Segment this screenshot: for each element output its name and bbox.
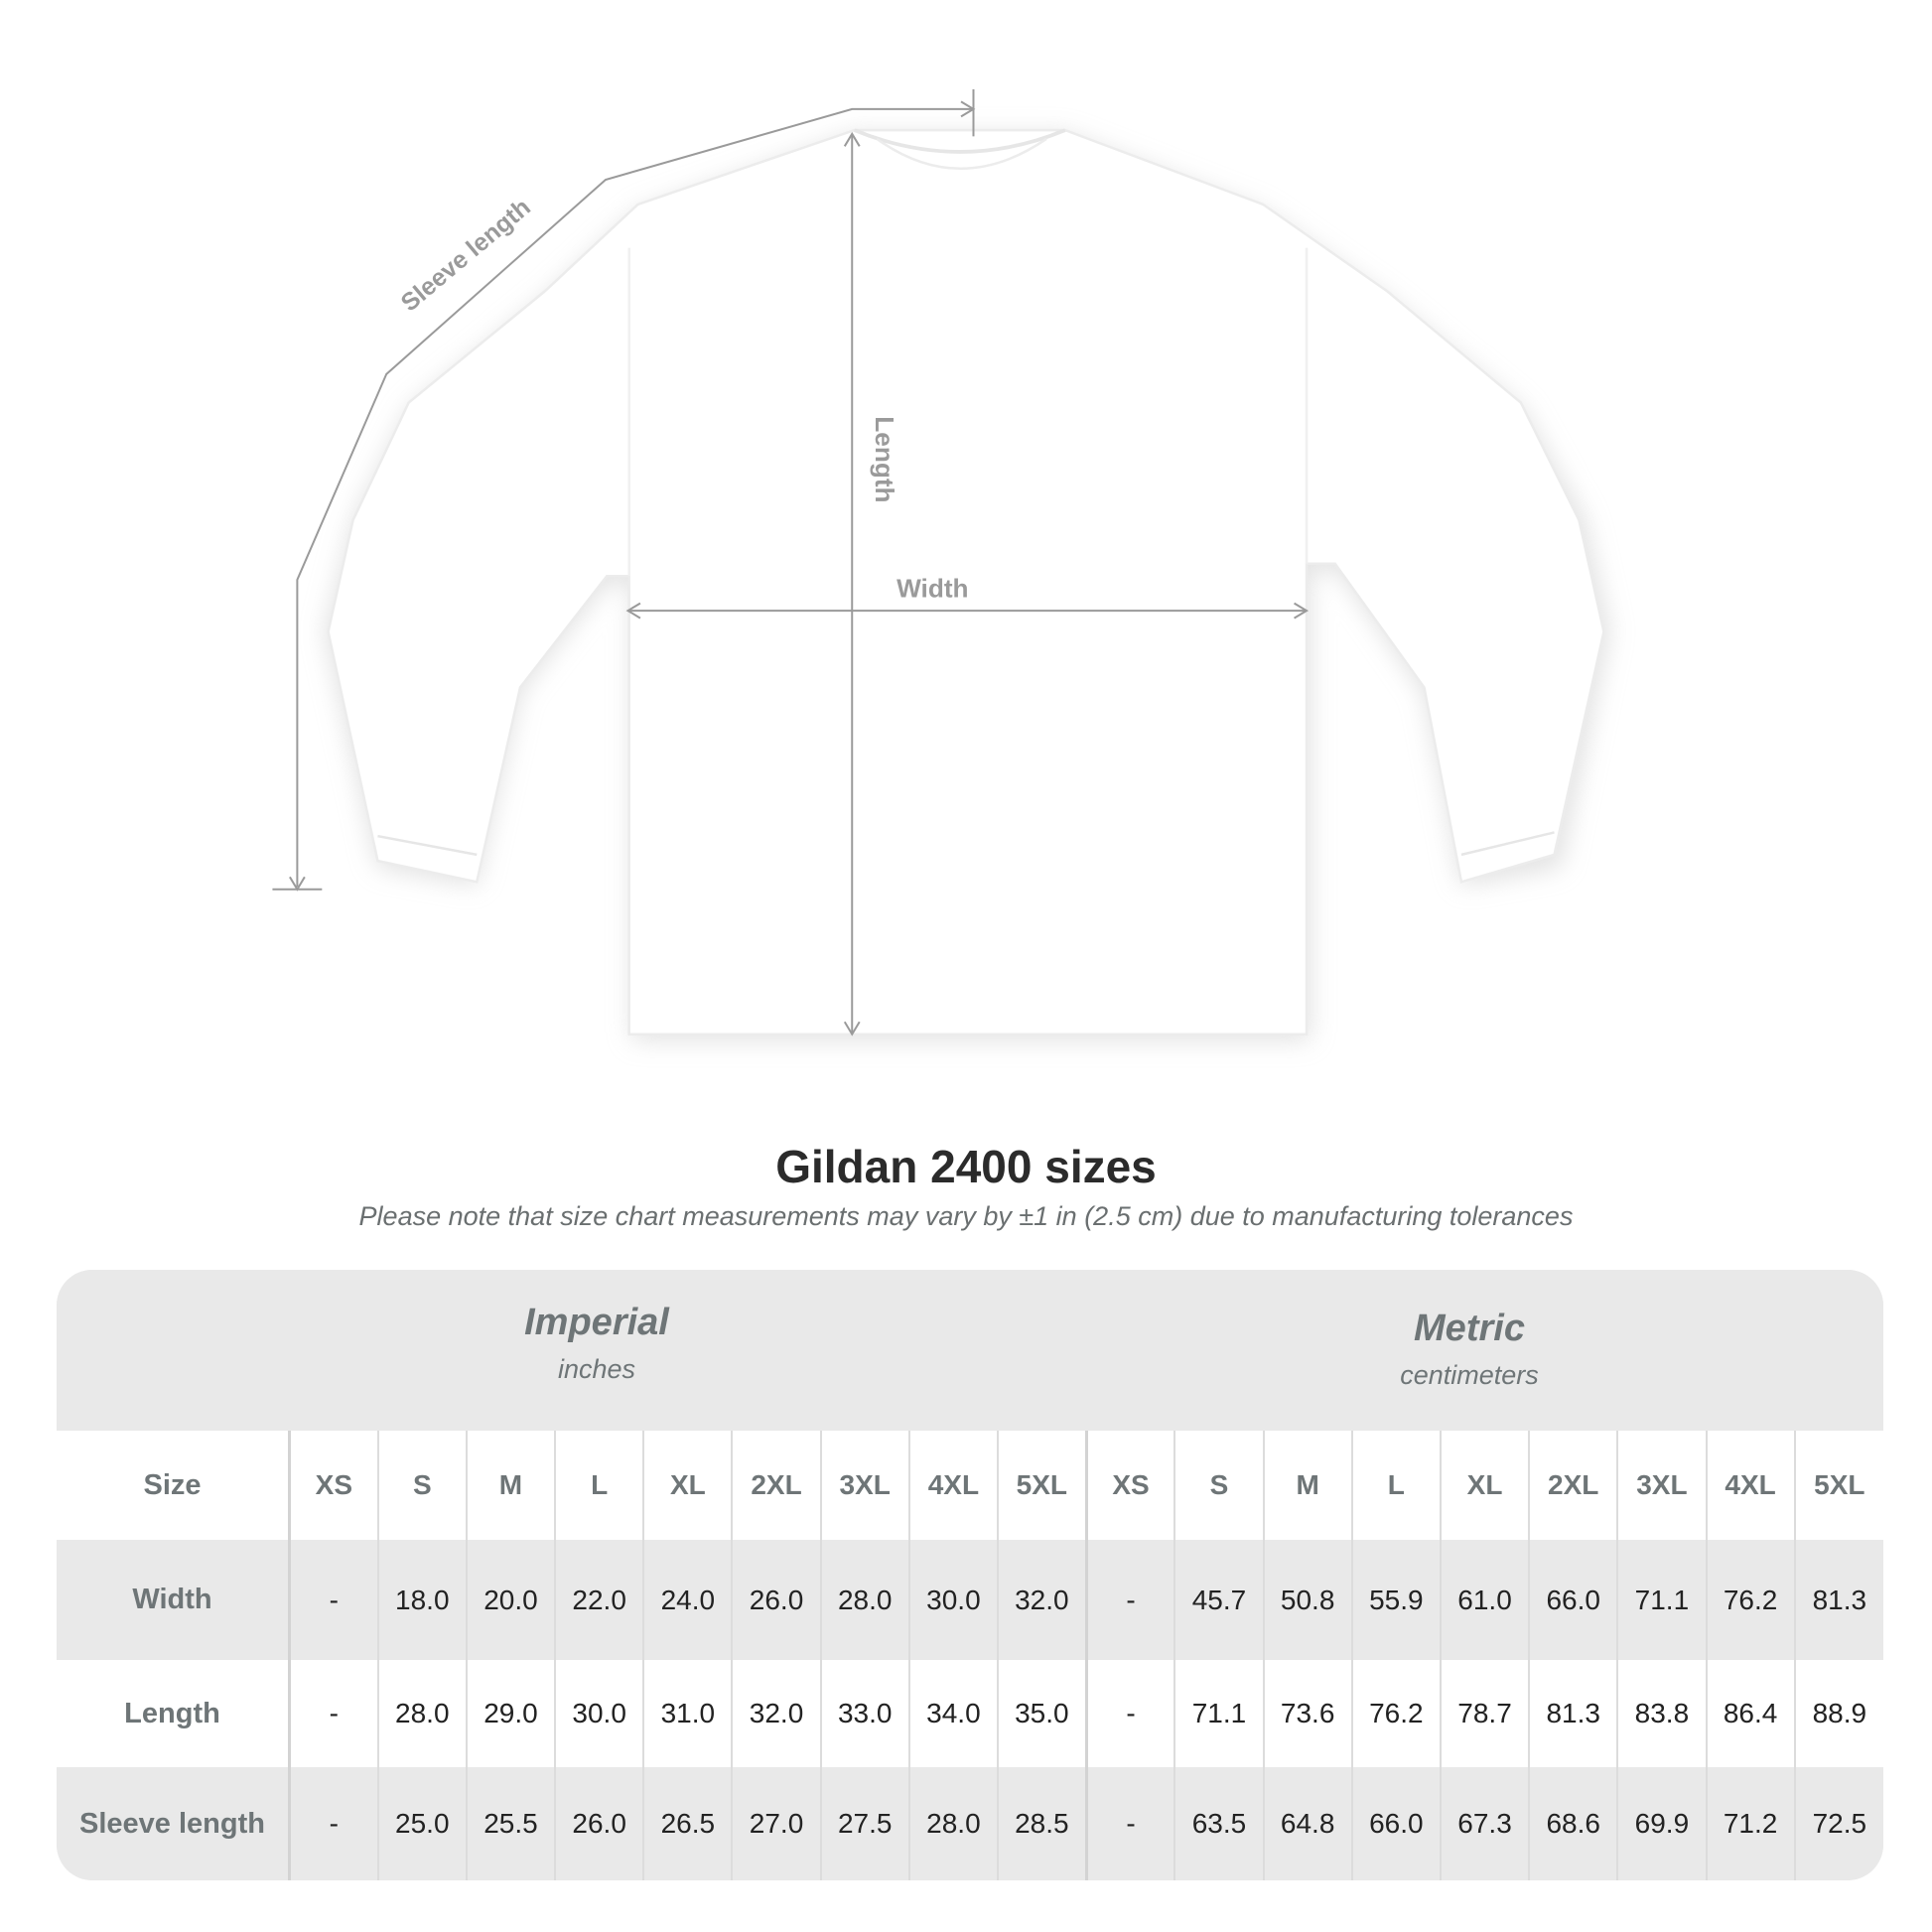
imperial-value: 30.0 bbox=[907, 1540, 998, 1660]
imperial-value: - bbox=[287, 1767, 378, 1880]
metric-value: 81.3 bbox=[1528, 1660, 1618, 1767]
imperial-value: 32.0 bbox=[731, 1660, 821, 1767]
imperial-size-header: 3XL bbox=[819, 1431, 909, 1540]
long-sleeve-shirt-diagram: Sleeve length Length Width bbox=[272, 88, 1610, 1040]
imperial-title: Imperial bbox=[524, 1302, 669, 1343]
metric-value: 50.8 bbox=[1262, 1540, 1352, 1660]
metric-value: 71.2 bbox=[1705, 1767, 1795, 1880]
metric-value: 72.5 bbox=[1793, 1767, 1883, 1880]
metric-value: - bbox=[1084, 1767, 1175, 1880]
metric-size-header: 4XL bbox=[1705, 1431, 1795, 1540]
metric-value: 71.1 bbox=[1616, 1540, 1707, 1660]
units-header: Imperial inches Metric centimeters bbox=[57, 1270, 1883, 1431]
imperial-value: - bbox=[287, 1540, 378, 1660]
metric-size-header: 3XL bbox=[1616, 1431, 1707, 1540]
metric-value: 83.8 bbox=[1616, 1660, 1707, 1767]
metric-value: 64.8 bbox=[1262, 1767, 1352, 1880]
table-row: Sleeve length -25.0 25.5 26.0 26.5 27.0 27.5 28… bbox=[57, 1767, 1883, 1880]
metric-size-header: 5XL bbox=[1793, 1431, 1883, 1540]
metric-value: 45.7 bbox=[1173, 1540, 1264, 1660]
imperial-size-header: 4XL bbox=[907, 1431, 998, 1540]
size-table: Imperial inches Metric centimeters Size X… bbox=[57, 1270, 1883, 1880]
metric-value: 67.3 bbox=[1439, 1767, 1530, 1880]
metric-value: 73.6 bbox=[1262, 1660, 1352, 1767]
metric-value: 69.9 bbox=[1616, 1767, 1707, 1880]
metric-value: 81.3 bbox=[1793, 1540, 1883, 1660]
imperial-size-header: L bbox=[554, 1431, 644, 1540]
imperial-value: 22.0 bbox=[554, 1540, 644, 1660]
imperial-value: 18.0 bbox=[376, 1540, 467, 1660]
imperial-size-header: S bbox=[376, 1431, 467, 1540]
imperial-value: 24.0 bbox=[642, 1540, 733, 1660]
metric-value: 68.6 bbox=[1528, 1767, 1618, 1880]
metric-value: - bbox=[1084, 1540, 1175, 1660]
imperial-value: 34.0 bbox=[907, 1660, 998, 1767]
metric-size-header: M bbox=[1262, 1431, 1352, 1540]
imperial-value: 28.0 bbox=[819, 1540, 909, 1660]
imperial-value: 27.5 bbox=[819, 1767, 909, 1880]
imperial-value: 27.0 bbox=[731, 1767, 821, 1880]
imperial-size-header: M bbox=[465, 1431, 556, 1540]
metric-value: 63.5 bbox=[1173, 1767, 1264, 1880]
metric-value: - bbox=[1084, 1660, 1175, 1767]
row-label: Length bbox=[57, 1660, 290, 1767]
imperial-value: 20.0 bbox=[465, 1540, 556, 1660]
length-label: Length bbox=[870, 416, 899, 502]
width-label: Width bbox=[897, 573, 968, 603]
table-row: Length -28.0 29.0 30.0 31.0 32.0 33.0 34.0 35.0-… bbox=[57, 1660, 1883, 1767]
imperial-value: 30.0 bbox=[554, 1660, 644, 1767]
page-title: Gildan 2400 sizes bbox=[775, 1141, 1157, 1192]
imperial-value: 32.0 bbox=[996, 1540, 1087, 1660]
imperial-value: 25.5 bbox=[465, 1767, 556, 1880]
size-grid: Size XS S M L XL 2XL 3XL 4XL 5XL XS S M L XL 2XL 3XL 4XL 5… bbox=[57, 1431, 1883, 1880]
imperial-value: 26.0 bbox=[554, 1767, 644, 1880]
imperial-header: Imperial inches bbox=[348, 1302, 845, 1385]
imperial-size-header: 5XL bbox=[996, 1431, 1087, 1540]
metric-unit: centimeters bbox=[1400, 1360, 1539, 1390]
metric-value: 61.0 bbox=[1439, 1540, 1530, 1660]
imperial-value: 25.0 bbox=[376, 1767, 467, 1880]
imperial-value: 29.0 bbox=[465, 1660, 556, 1767]
imperial-value: 35.0 bbox=[996, 1660, 1087, 1767]
metric-header: Metric centimeters bbox=[1221, 1308, 1718, 1391]
sleeve-length-line bbox=[296, 107, 974, 888]
table-row: Width -18.0 20.0 22.0 24.0 26.0 28.0 30.0 32.0-4… bbox=[57, 1540, 1883, 1660]
imperial-value: 26.0 bbox=[731, 1540, 821, 1660]
imperial-value: 28.5 bbox=[996, 1767, 1087, 1880]
row-label: Sleeve length bbox=[57, 1767, 290, 1880]
metric-size-header: S bbox=[1173, 1431, 1264, 1540]
imperial-value: 33.0 bbox=[819, 1660, 909, 1767]
metric-value: 86.4 bbox=[1705, 1660, 1795, 1767]
metric-size-header: 2XL bbox=[1528, 1431, 1618, 1540]
metric-size-header: XL bbox=[1439, 1431, 1530, 1540]
metric-value: 71.1 bbox=[1173, 1660, 1264, 1767]
shirt-body bbox=[327, 128, 1605, 1035]
size-header-row: Size XS S M L XL 2XL 3XL 4XL 5XL XS S M L XL 2XL 3XL 4XL 5… bbox=[57, 1431, 1883, 1540]
imperial-size-header: XL bbox=[642, 1431, 733, 1540]
metric-value: 76.2 bbox=[1350, 1660, 1441, 1767]
measurement-lines bbox=[272, 88, 1309, 1036]
imperial-value: 28.0 bbox=[376, 1660, 467, 1767]
tolerance-note: Please note that size chart measurements… bbox=[358, 1201, 1574, 1231]
imperial-unit: inches bbox=[557, 1354, 636, 1384]
imperial-size-header: XS bbox=[287, 1431, 378, 1540]
imperial-value: 26.5 bbox=[642, 1767, 733, 1880]
imperial-value: - bbox=[287, 1660, 378, 1767]
metric-value: 76.2 bbox=[1705, 1540, 1795, 1660]
imperial-value: 31.0 bbox=[642, 1660, 733, 1767]
size-label: Size bbox=[57, 1431, 290, 1540]
metric-size-header: XS bbox=[1084, 1431, 1175, 1540]
sleeve-length-label: Sleeve length bbox=[396, 194, 536, 318]
metric-value: 66.0 bbox=[1350, 1767, 1441, 1880]
row-label: Width bbox=[57, 1540, 290, 1660]
metric-value: 88.9 bbox=[1793, 1660, 1883, 1767]
imperial-size-header: 2XL bbox=[731, 1431, 821, 1540]
metric-title: Metric bbox=[1414, 1308, 1525, 1349]
metric-value: 66.0 bbox=[1528, 1540, 1618, 1660]
metric-value: 55.9 bbox=[1350, 1540, 1441, 1660]
imperial-value: 28.0 bbox=[907, 1767, 998, 1880]
metric-size-header: L bbox=[1350, 1431, 1441, 1540]
metric-value: 78.7 bbox=[1439, 1660, 1530, 1767]
